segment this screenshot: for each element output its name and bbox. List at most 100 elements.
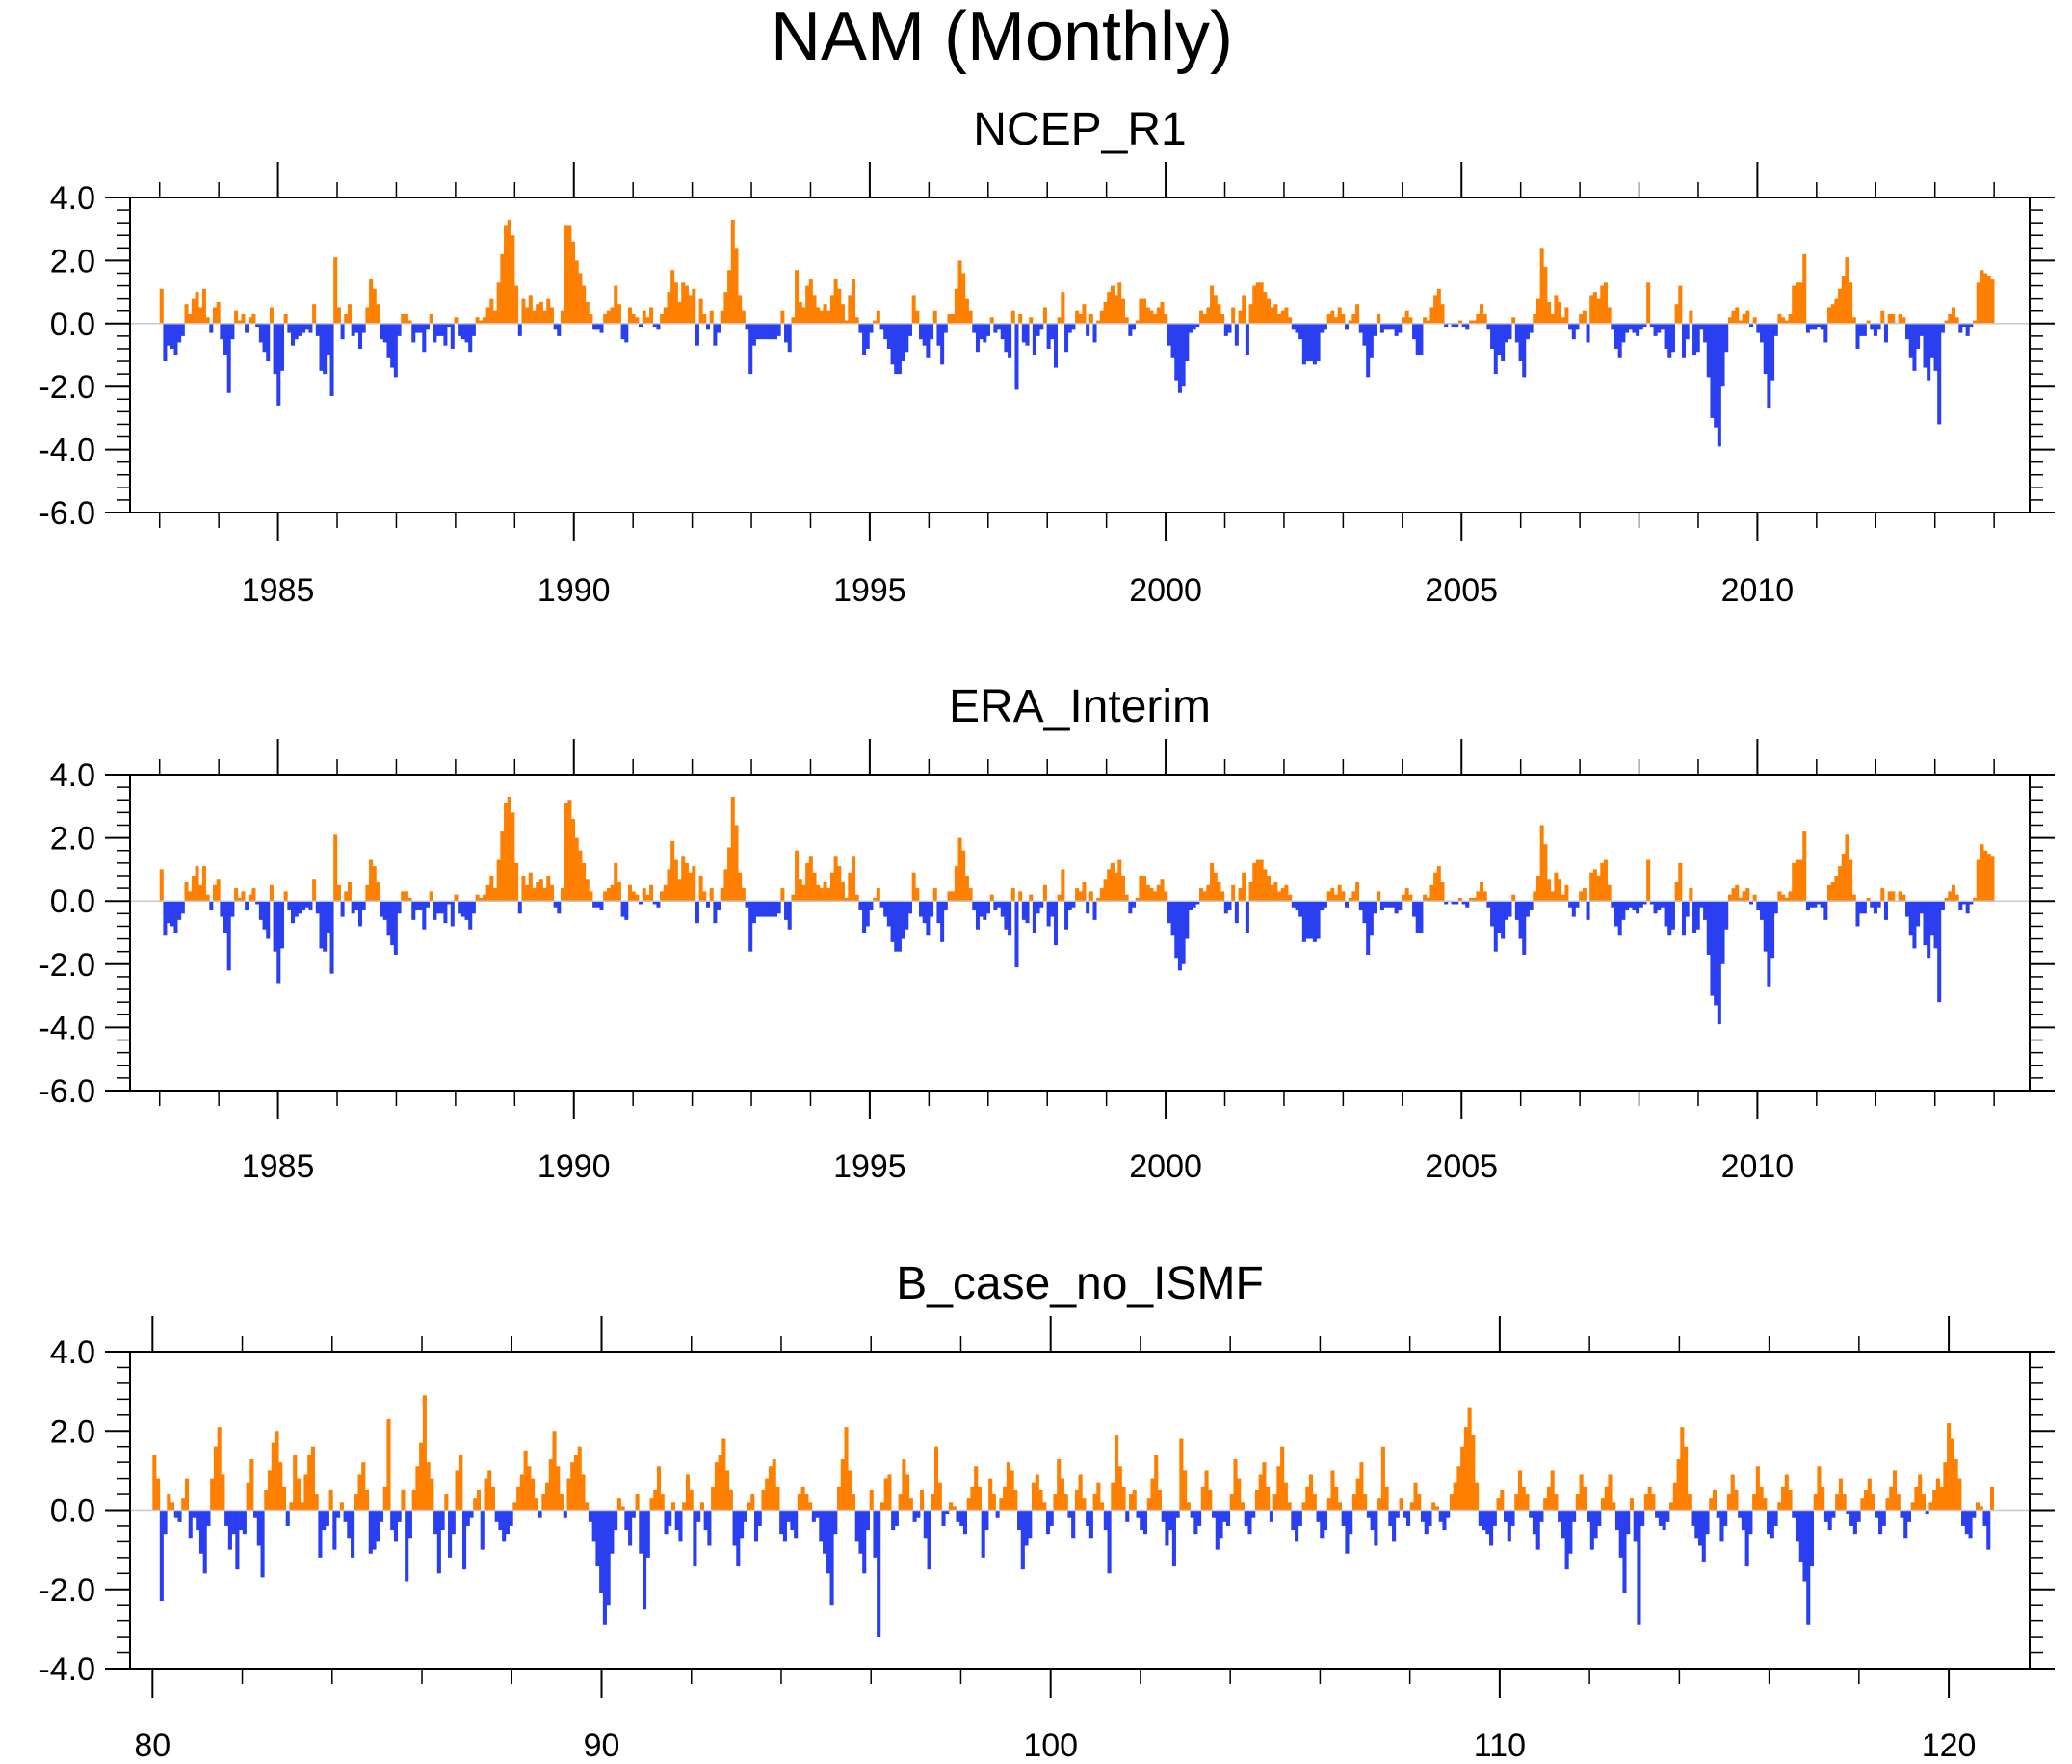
negative-bar: [997, 323, 1002, 330]
positive-bar: [1231, 307, 1236, 324]
positive-bar: [780, 888, 785, 902]
negative-bar: [1820, 901, 1824, 908]
negative-bar: [1699, 901, 1704, 908]
positive-bar: [750, 1494, 755, 1511]
positive-bar: [365, 307, 370, 324]
negative-bar: [919, 901, 924, 917]
negative-bar: [1658, 1510, 1663, 1526]
negative-bar: [1972, 1510, 1977, 1518]
negative-bar: [1485, 1510, 1490, 1535]
negative-bar: [877, 1510, 881, 1638]
negative-bar: [422, 901, 427, 930]
negative-bar: [1370, 1510, 1375, 1531]
positive-bar: [723, 869, 728, 902]
positive-bar: [1399, 1498, 1403, 1511]
negative-bar: [1092, 901, 1097, 920]
positive-bar: [947, 891, 952, 902]
positive-bar: [1535, 875, 1540, 902]
positive-bar: [344, 891, 349, 902]
negative-bar: [1312, 901, 1317, 942]
positive-bar: [964, 875, 969, 902]
positive-bar: [328, 1489, 333, 1511]
negative-bar: [1301, 323, 1306, 365]
negative-bar: [1717, 901, 1721, 1025]
positive-bar: [709, 888, 714, 902]
negative-bar: [620, 323, 625, 340]
negative-bar: [443, 901, 448, 924]
negative-bar: [901, 901, 905, 939]
negative-bar: [1870, 323, 1875, 330]
negative-bar: [972, 901, 977, 911]
negative-bar: [1088, 1510, 1093, 1539]
series-bars: [152, 1395, 1995, 1638]
negative-bar: [1046, 323, 1051, 349]
negative-bar: [319, 901, 324, 949]
negative-bar: [599, 1510, 604, 1593]
negative-bar: [956, 1510, 960, 1522]
positive-bar: [645, 317, 650, 324]
positive-bar: [698, 298, 703, 324]
negative-bar: [1694, 1510, 1699, 1539]
positive-bar: [567, 225, 572, 324]
positive-bar: [1029, 894, 1034, 902]
positive-bar: [523, 1450, 528, 1511]
positive-bar: [571, 818, 576, 902]
positive-bar: [1835, 1494, 1840, 1511]
negative-bar: [1681, 323, 1687, 358]
positive-bar: [589, 891, 593, 902]
positive-bar: [475, 317, 480, 324]
positive-bar: [1038, 1489, 1043, 1511]
positive-bar: [1885, 1498, 1890, 1511]
positive-bar: [205, 317, 210, 324]
positive-bar: [1986, 854, 1991, 902]
negative-bar: [538, 1510, 542, 1518]
y-tick-label: 0.0: [50, 306, 95, 343]
positive-bar: [688, 295, 693, 324]
negative-bar: [693, 1510, 697, 1567]
positive-bar: [1287, 1502, 1292, 1511]
negative-bar: [1032, 323, 1036, 355]
negative-bar: [1763, 901, 1768, 952]
positive-bar: [869, 1489, 874, 1511]
negative-bar: [1195, 323, 1200, 328]
negative-bar: [865, 901, 870, 927]
positive-bar: [407, 897, 412, 902]
negative-bar: [1681, 901, 1687, 936]
negative-bar: [624, 901, 629, 920]
negative-bar: [386, 323, 391, 358]
positive-bar: [1252, 862, 1257, 902]
positive-bar: [991, 1494, 996, 1511]
positive-bar: [1727, 894, 1732, 902]
positive-bar: [1887, 313, 1892, 324]
negative-bar: [1937, 323, 1942, 425]
negative-bar: [1247, 1510, 1252, 1535]
positive-bar: [1983, 273, 1988, 324]
negative-bar: [1611, 901, 1615, 908]
negative-bar: [755, 323, 760, 340]
positive-bar: [1429, 307, 1434, 324]
positive-bar: [578, 273, 583, 324]
negative-bar: [979, 901, 984, 917]
positive-bar: [525, 884, 530, 902]
negative-bar: [602, 1510, 607, 1625]
positive-bar: [407, 320, 412, 324]
positive-bar: [1128, 1494, 1134, 1511]
negative-bar: [941, 1510, 946, 1526]
negative-bar: [905, 323, 909, 353]
positive-bar: [536, 304, 540, 324]
positive-bar: [1647, 1486, 1652, 1511]
positive-bar: [957, 260, 962, 324]
negative-bar: [1940, 901, 1945, 911]
negative-bar: [1388, 1510, 1393, 1526]
positive-bar: [801, 884, 806, 902]
negative-bar: [1925, 1510, 1929, 1514]
negative-bar: [1212, 1510, 1217, 1518]
negative-bar: [1390, 901, 1395, 908]
positive-bar: [660, 313, 665, 324]
positive-bar: [1096, 320, 1101, 324]
positive-bar: [556, 1466, 561, 1511]
negative-bar: [897, 901, 902, 952]
positive-bar: [721, 1438, 726, 1511]
negative-bar: [433, 901, 437, 920]
negative-bar: [1862, 323, 1867, 336]
